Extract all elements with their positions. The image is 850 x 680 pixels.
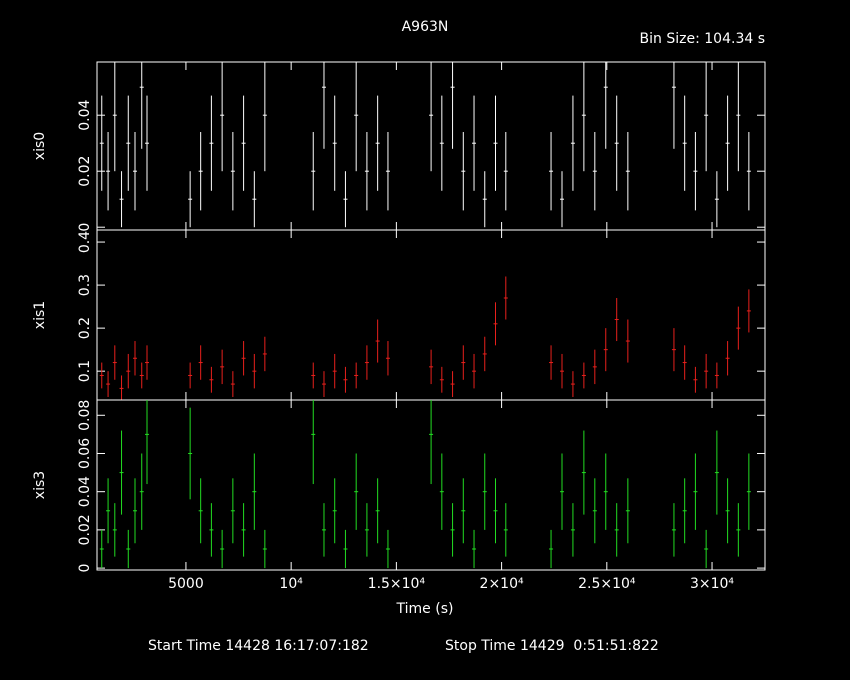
x-tick-label: 2×10⁴ bbox=[480, 576, 524, 592]
x-tick-label: 1.5×10⁴ bbox=[368, 576, 426, 592]
bin-size: Bin Size: 104.34 s bbox=[640, 31, 765, 47]
y-tick-label: 0.3 bbox=[77, 274, 93, 296]
y-tick-label: 0.02 bbox=[77, 156, 93, 187]
y-tick-label: 0.04 bbox=[77, 476, 93, 507]
y-axis-label: xis3 bbox=[32, 471, 48, 499]
chart-title: A963N bbox=[402, 19, 449, 35]
x-tick-label: 10⁴ bbox=[279, 576, 303, 592]
x-tick-label: 2.5×10⁴ bbox=[578, 576, 636, 592]
y-tick-label: 0.06 bbox=[77, 438, 93, 469]
x-axis-label: Time (s) bbox=[396, 601, 454, 617]
y-tick-label: 0.08 bbox=[77, 400, 93, 431]
stop-time: Stop Time 14429 0:51:51:822 bbox=[445, 638, 659, 654]
start-time: Start Time 14428 16:17:07:182 bbox=[148, 638, 369, 654]
y-tick-label: 0 bbox=[77, 564, 93, 573]
y-tick-label: 0.02 bbox=[77, 514, 93, 545]
y-tick-label: 0.2 bbox=[77, 317, 93, 339]
x-tick-label: 5000 bbox=[168, 576, 204, 592]
x-tick-label: 3×10⁴ bbox=[690, 576, 734, 592]
y-axis-label: xis1 bbox=[32, 301, 48, 329]
y-tick-label: 0.04 bbox=[77, 100, 93, 131]
y-tick-label: 0 bbox=[77, 223, 93, 232]
y-tick-label: 0.1 bbox=[77, 360, 93, 382]
y-axis-label: xis0 bbox=[32, 132, 48, 160]
y-tick-label: 0.4 bbox=[77, 231, 93, 253]
